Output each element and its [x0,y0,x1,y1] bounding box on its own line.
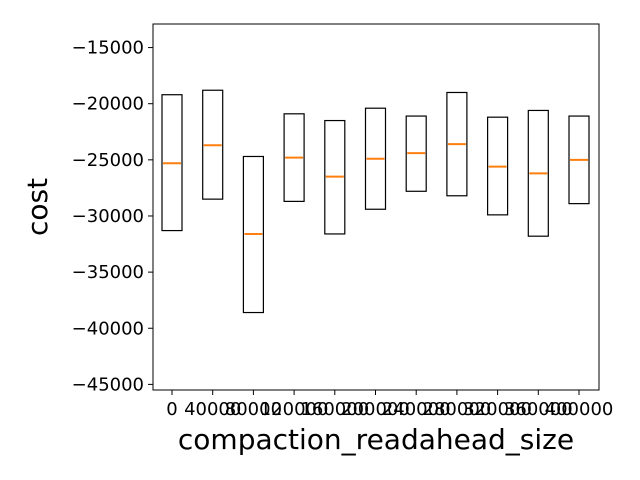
y-tick-label: −25000 [72,150,144,171]
x-axis-ticks: 0 400008000012000016000020000024000028000… [166,390,613,420]
x-tick-label: 280000 [423,399,492,420]
y-axis-label: cost [21,178,54,236]
x-tick-label: 120000 [260,399,329,420]
x-tick-label: 240000 [382,399,451,420]
box-40000 [202,89,224,200]
x-tick-label: 0 [166,399,177,420]
x-tick-label: 40000 [184,399,241,420]
box-0 [161,94,183,232]
x-tick-label: 320000 [463,399,532,420]
y-tick-label: −35000 [72,262,144,283]
box-80000 [242,155,264,314]
x-tick-label: 160000 [300,399,369,420]
box-240000 [405,115,427,192]
box-280000 [446,91,468,197]
x-tick-label: 200000 [341,399,410,420]
y-tick-label: −20000 [72,94,144,115]
y-tick-label: −45000 [72,374,144,395]
box-360000 [527,109,549,237]
x-tick-label: 360000 [504,399,573,420]
x-tick-label: 400000 [545,399,614,420]
box-400000 [568,115,590,205]
plot-area [161,89,590,314]
x-tick-label: 80000 [225,399,282,420]
box-120000 [283,113,305,202]
y-tick-label: −30000 [72,206,144,227]
box-320000 [487,116,509,216]
y-tick-label: −40000 [72,318,144,339]
box-160000 [324,119,346,235]
axes-frame [152,23,600,391]
y-axis-ticks: −45000 −40000 −35000 −30000 −25000 −20000 −150… [72,38,153,395]
y-tick-label: −15000 [72,38,144,59]
x-axis-label: compaction_readahead_size [178,423,574,456]
box-200000 [364,107,387,210]
